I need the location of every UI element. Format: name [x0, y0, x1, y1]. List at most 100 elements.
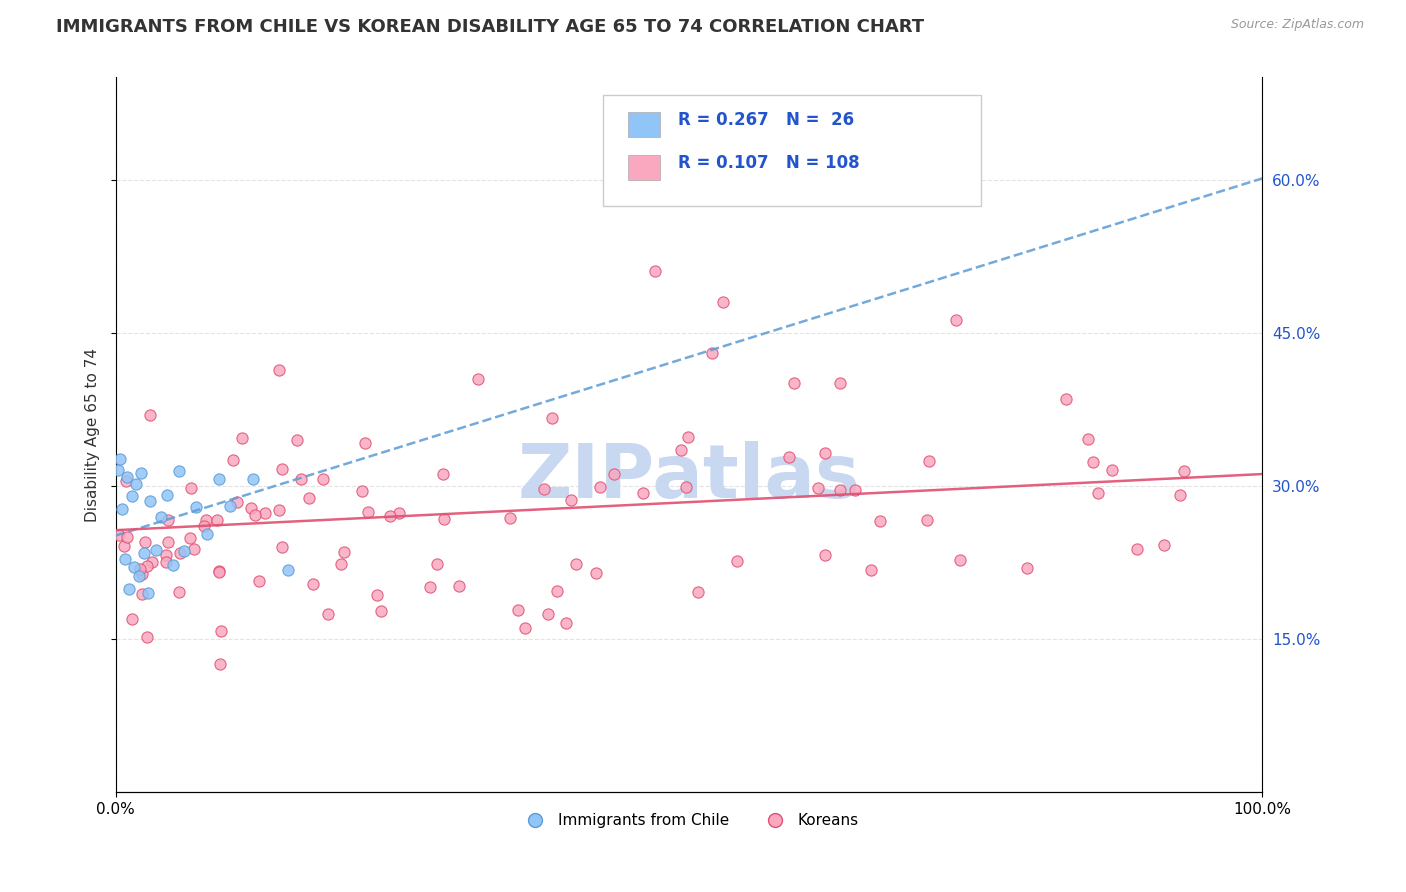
Point — [432, 467, 454, 481]
Point — [115, 470, 138, 484]
Point — [814, 548, 837, 562]
Point — [506, 603, 529, 617]
Point — [546, 583, 568, 598]
Point — [162, 558, 184, 572]
Point — [209, 657, 232, 671]
Point — [122, 559, 145, 574]
Point — [207, 513, 229, 527]
Point — [948, 552, 970, 566]
Point — [129, 466, 152, 480]
Point — [277, 563, 299, 577]
Point — [128, 561, 150, 575]
Point — [869, 514, 891, 528]
Point — [515, 622, 537, 636]
Point — [247, 574, 270, 589]
Point — [112, 540, 135, 554]
Point — [231, 431, 253, 445]
Point — [585, 566, 607, 580]
Point — [329, 558, 352, 572]
Point — [298, 491, 321, 505]
Point — [499, 511, 522, 525]
Point — [1153, 538, 1175, 552]
Point — [128, 568, 150, 582]
Text: R = 0.267   N =  26: R = 0.267 N = 26 — [678, 112, 853, 129]
Point — [419, 580, 441, 594]
Point — [778, 450, 800, 464]
Point — [316, 607, 339, 621]
Point — [155, 548, 177, 562]
Point — [208, 565, 231, 579]
Point — [167, 464, 190, 478]
Point — [239, 501, 262, 516]
Point — [194, 513, 217, 527]
Point — [135, 559, 157, 574]
Point — [713, 295, 735, 310]
Point — [156, 534, 179, 549]
Point — [1054, 392, 1077, 406]
Point — [426, 557, 449, 571]
FancyBboxPatch shape — [603, 95, 981, 206]
Point — [589, 480, 612, 494]
Bar — [628, 155, 661, 179]
Point — [242, 472, 264, 486]
Point — [311, 472, 333, 486]
Point — [541, 410, 564, 425]
Point — [195, 526, 218, 541]
Point — [603, 467, 626, 481]
Point — [828, 376, 851, 390]
Point — [208, 472, 231, 486]
Point — [131, 566, 153, 581]
Point — [136, 631, 159, 645]
Point — [121, 489, 143, 503]
Point — [209, 624, 232, 638]
Point — [125, 477, 148, 491]
Point — [136, 586, 159, 600]
Point — [111, 502, 134, 516]
Point — [814, 445, 837, 459]
Point — [184, 500, 207, 514]
Point — [302, 577, 325, 591]
Point — [370, 603, 392, 617]
Point — [179, 531, 201, 545]
Point — [107, 463, 129, 477]
Point — [183, 541, 205, 556]
Point — [700, 346, 723, 360]
Point — [145, 542, 167, 557]
Point — [631, 486, 654, 500]
Point — [1087, 486, 1109, 500]
Point — [354, 436, 377, 450]
Point — [433, 512, 456, 526]
Point — [267, 363, 290, 377]
Point — [150, 510, 173, 524]
Point — [844, 483, 866, 498]
Text: R = 0.107   N = 108: R = 0.107 N = 108 — [678, 154, 859, 172]
Point — [131, 587, 153, 601]
Text: Source: ZipAtlas.com: Source: ZipAtlas.com — [1230, 18, 1364, 31]
Point — [115, 530, 138, 544]
Point — [366, 588, 388, 602]
Point — [193, 519, 215, 533]
Point — [114, 552, 136, 566]
Point — [918, 453, 941, 467]
Point — [114, 474, 136, 488]
Point — [287, 433, 309, 447]
Point — [565, 558, 588, 572]
Point — [378, 509, 401, 524]
Point — [560, 492, 582, 507]
Point — [1168, 488, 1191, 502]
Point — [155, 555, 177, 569]
Text: ZIPatlas: ZIPatlas — [517, 441, 860, 514]
Point — [222, 453, 245, 467]
Point — [915, 513, 938, 527]
Point — [333, 545, 356, 559]
Point — [243, 508, 266, 522]
Point — [447, 579, 470, 593]
Point — [357, 505, 380, 519]
Point — [537, 607, 560, 621]
Bar — [628, 112, 661, 136]
Point — [671, 443, 693, 458]
Point — [180, 481, 202, 495]
Point — [134, 546, 156, 560]
Point — [1126, 541, 1149, 556]
Point — [219, 499, 242, 513]
